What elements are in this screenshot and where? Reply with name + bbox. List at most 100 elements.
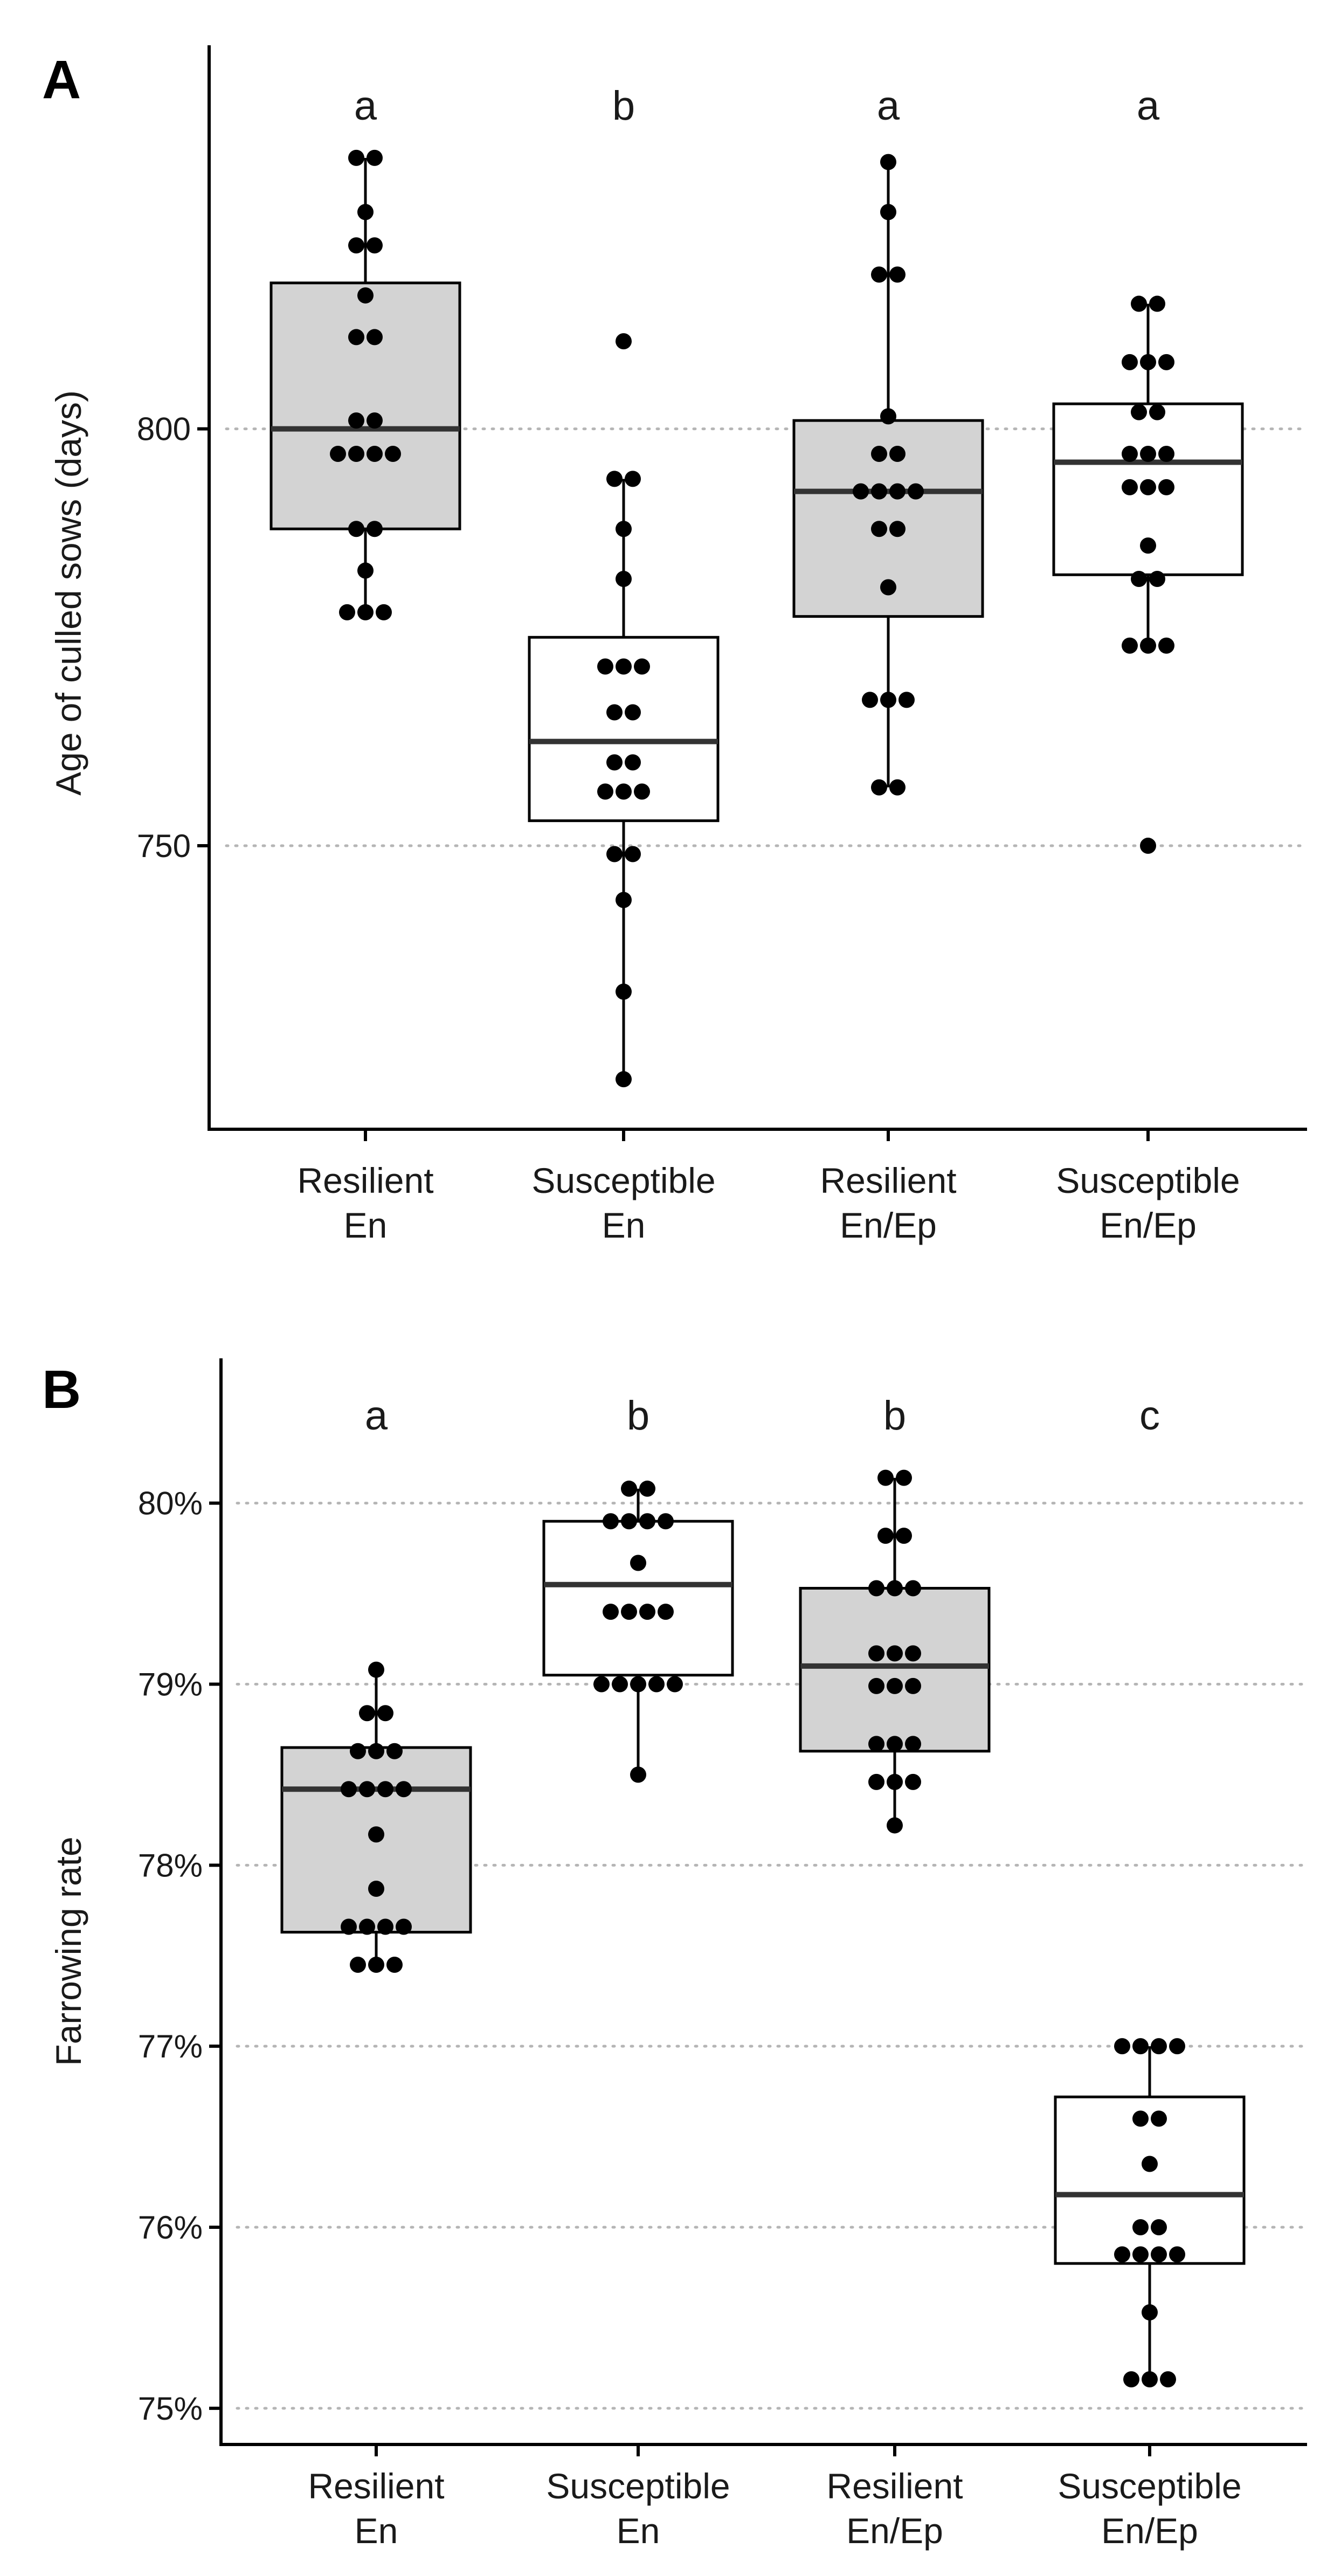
panel-a-data-point (1149, 571, 1165, 588)
panel-a-data-point (1122, 354, 1138, 370)
panel-b-y-tick-label: 76% (138, 2209, 203, 2246)
panel-a-data-point (871, 445, 887, 462)
panel-b-data-point (1132, 2038, 1149, 2055)
panel-b-data-point (667, 1676, 683, 1693)
panel-b-data-point (896, 1528, 912, 1544)
panel-a-data-point (1140, 637, 1156, 654)
panel-a-data-point (1149, 295, 1165, 312)
panel-b-data-point (396, 1781, 412, 1798)
panel-b-data-point (1160, 2371, 1176, 2388)
panel-b-data-point (868, 1773, 884, 1790)
panel-b-data-point (658, 1513, 674, 1530)
panel-a-data-point (616, 983, 632, 1000)
panel-a-category-label-line2: En (602, 1205, 646, 1245)
panel-a-data-point (1122, 445, 1138, 462)
panel-a-data-point (1131, 295, 1147, 312)
panel-a-data-point (616, 1071, 632, 1088)
panel-b-category-label-line2: En/Ep (846, 2511, 943, 2551)
panel-b-data-point (368, 1826, 384, 1843)
panel-a-tag: A (42, 50, 81, 110)
panel-b-y-tick-label: 80% (138, 1486, 203, 1522)
panel-b-data-point (1132, 2219, 1149, 2235)
panel-b-data-point (896, 1469, 912, 1486)
panel-b-significance-letter: b (627, 1393, 649, 1439)
panel-a-data-point (880, 204, 896, 220)
panel-b-data-point (868, 1645, 884, 1662)
panel-a-data-point (330, 445, 346, 462)
panel-b-significance-letter: a (365, 1393, 388, 1439)
panel-b-data-point (630, 1676, 646, 1693)
panel-b-data-point (368, 1743, 384, 1759)
panel-a-data-point (1140, 479, 1156, 495)
panel-a-y-axis-title: Age of culled sows (days) (49, 390, 88, 796)
panel-b-data-point (868, 1677, 884, 1694)
panel-b-data-point (1132, 2246, 1149, 2263)
panel-b-data-point (887, 1773, 903, 1790)
panel-a-data-point (1158, 445, 1174, 462)
panel-b-data-point (341, 1918, 357, 1935)
panel-a-box (269, 281, 461, 530)
panel-a-data-point (625, 754, 641, 771)
panel-a-data-point (880, 692, 896, 708)
panel-b-box (542, 1520, 734, 1677)
panel-a-category-label-line2: En/Ep (840, 1205, 937, 1245)
panel-a-significance-letter: b (612, 83, 635, 129)
panel-b-data-point (877, 1469, 894, 1486)
panel-a-data-point (606, 471, 623, 487)
panel-b-data-point (377, 1918, 393, 1935)
panel-a-data-point (385, 445, 401, 462)
panel-b-category-label: Susceptible (546, 2466, 730, 2506)
panel-b-data-point (905, 1736, 921, 1752)
panel-a-data-point (367, 412, 383, 429)
panel-b-data-point (639, 1604, 655, 1620)
panel-a-data-point (889, 483, 906, 500)
panel-a-data-point (853, 483, 869, 500)
panel-b-data-point (1142, 2371, 1158, 2388)
panel-b: B 75% 76% 77% 78% 79% 80% Farrowing rate Resili… (42, 1358, 1309, 2551)
panel-a-category-label-line2: En (344, 1205, 388, 1245)
panel-b-data-point (630, 1555, 646, 1571)
panel-a: A 750 800 Age of culled sows (days) Resilie… (42, 45, 1309, 1245)
panel-b-y-axis-title: Farrowing rate (49, 1836, 88, 2066)
panel-b-data-point (868, 1736, 884, 1752)
panel-a-data-point (606, 754, 623, 771)
panel-a-data-point (357, 562, 374, 579)
panel-a-data-point (889, 779, 906, 796)
panel-b-category-label: Resilient (308, 2466, 444, 2506)
panel-b-data-point (621, 1513, 637, 1530)
panel-a-data-point (348, 521, 364, 537)
panel-a-data-point (889, 521, 906, 537)
panel-b-category-label-line2: En/Ep (1101, 2511, 1198, 2551)
panel-a-data-point (1122, 479, 1138, 495)
panel-a-y-tick-label: 750 (137, 828, 191, 864)
panel-b-data-point (341, 1781, 357, 1798)
panel-a-data-point (616, 658, 632, 675)
panel-b-data-point (359, 1918, 375, 1935)
panel-b-data-point (603, 1604, 619, 1620)
panel-b-data-point (1169, 2038, 1185, 2055)
panel-b-data-point (905, 1645, 921, 1662)
panel-a-data-point (606, 846, 623, 862)
panel-a-data-point (880, 154, 896, 170)
panel-a-data-point (367, 445, 383, 462)
panel-a-data-point (1158, 479, 1174, 495)
panel-a-data-point (367, 329, 383, 346)
panel-b-tag: B (42, 1359, 81, 1420)
panel-b-data-point (1114, 2246, 1130, 2263)
panel-a-data-point (597, 658, 613, 675)
panel-b-data-point (350, 1957, 366, 1973)
panel-a-data-point (357, 287, 374, 304)
panel-b-data-point (621, 1604, 637, 1620)
panel-b-data-point (905, 1580, 921, 1597)
panel-b-data-point (630, 1766, 646, 1783)
panel-a-data-point (357, 604, 374, 620)
panel-b-data-point (639, 1513, 655, 1530)
panel-b-data-point (621, 1480, 637, 1497)
panel-b-data-point (905, 1773, 921, 1790)
panel-a-data-point (625, 704, 641, 721)
panel-b-data-point (386, 1957, 403, 1973)
panel-a-data-point (348, 329, 364, 346)
panel-a-data-point (889, 266, 906, 283)
panel-b-data-point (887, 1677, 903, 1694)
